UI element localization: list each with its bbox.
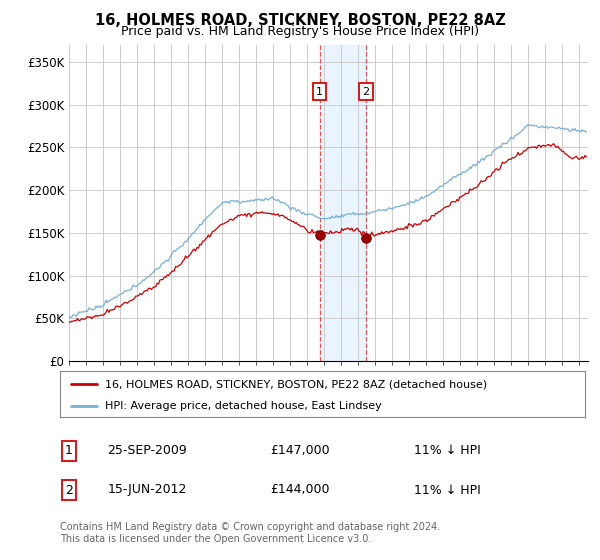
- Text: 25-SEP-2009: 25-SEP-2009: [107, 444, 187, 458]
- Text: 16, HOLMES ROAD, STICKNEY, BOSTON, PE22 8AZ (detached house): 16, HOLMES ROAD, STICKNEY, BOSTON, PE22 …: [104, 379, 487, 389]
- Text: 1: 1: [65, 444, 73, 458]
- Text: £147,000: £147,000: [270, 444, 330, 458]
- Text: Price paid vs. HM Land Registry's House Price Index (HPI): Price paid vs. HM Land Registry's House …: [121, 25, 479, 38]
- Text: 2: 2: [362, 87, 370, 97]
- Text: Contains HM Land Registry data © Crown copyright and database right 2024.
This d: Contains HM Land Registry data © Crown c…: [60, 522, 440, 544]
- Text: 11% ↓ HPI: 11% ↓ HPI: [413, 444, 481, 458]
- Text: 15-JUN-2012: 15-JUN-2012: [107, 483, 187, 497]
- Text: 16, HOLMES ROAD, STICKNEY, BOSTON, PE22 8AZ: 16, HOLMES ROAD, STICKNEY, BOSTON, PE22 …: [95, 13, 505, 28]
- Text: HPI: Average price, detached house, East Lindsey: HPI: Average price, detached house, East…: [104, 401, 382, 410]
- Text: 2: 2: [65, 483, 73, 497]
- Text: 1: 1: [316, 87, 323, 97]
- Text: 11% ↓ HPI: 11% ↓ HPI: [413, 483, 481, 497]
- Text: £144,000: £144,000: [270, 483, 330, 497]
- Bar: [320, 45, 366, 361]
